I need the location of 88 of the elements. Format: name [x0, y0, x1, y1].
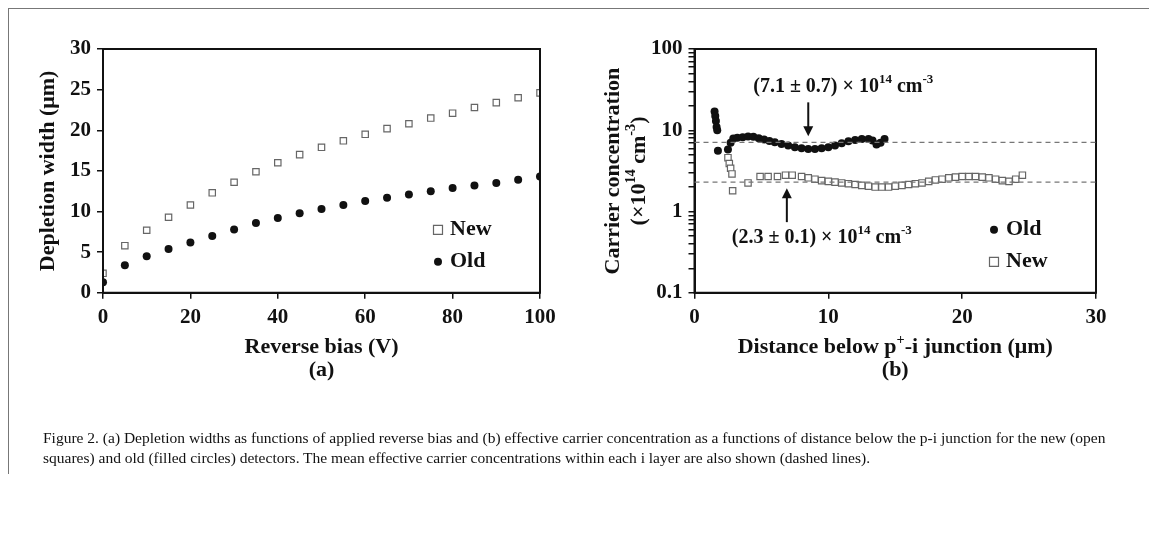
- x-tick-label: 60: [354, 303, 376, 328]
- point: [713, 146, 722, 155]
- point: [339, 201, 348, 210]
- point: [186, 238, 195, 247]
- y-tick-label: 5: [80, 238, 91, 263]
- legend-label: New: [1006, 247, 1048, 273]
- point: [121, 241, 129, 250]
- y-tick-label: 10: [70, 197, 91, 222]
- point: [120, 261, 129, 270]
- point: [1018, 171, 1027, 179]
- point: [492, 98, 501, 107]
- y-tick-label: 0.1: [656, 279, 683, 304]
- point: [426, 187, 435, 196]
- point: [383, 193, 392, 202]
- y-tick-label: 10: [661, 116, 683, 141]
- legend-label: Old: [450, 247, 486, 273]
- point: [824, 143, 833, 152]
- point: [317, 205, 326, 214]
- point: [851, 135, 860, 144]
- point: [891, 182, 900, 190]
- x-tick-label: 80: [442, 303, 464, 328]
- point: [492, 179, 501, 188]
- point: [810, 144, 819, 153]
- point: [186, 201, 195, 209]
- point: [470, 181, 479, 190]
- point: [817, 144, 826, 153]
- point: [295, 209, 304, 218]
- point: [945, 174, 953, 182]
- text: (a): [308, 356, 335, 382]
- point: [978, 173, 987, 181]
- point: [756, 172, 764, 181]
- x-tick-label: 20: [179, 303, 201, 328]
- point: [804, 144, 813, 153]
- point: [764, 172, 772, 181]
- point: [164, 213, 173, 221]
- point: [878, 183, 886, 191]
- point: [274, 158, 282, 167]
- legend-label: New: [450, 215, 492, 241]
- x-tick-label: 0: [689, 303, 700, 328]
- point: [142, 252, 151, 261]
- point: [208, 189, 217, 197]
- point: [514, 175, 523, 184]
- point: [251, 218, 260, 227]
- y-tick-label: 20: [70, 116, 91, 141]
- x-axis-title: Reverse bias (V): [244, 333, 399, 359]
- point: [804, 174, 813, 182]
- y-tick-label: 30: [70, 35, 91, 60]
- point: [871, 183, 879, 191]
- y-axis-title: Depletion width (μm): [33, 70, 59, 272]
- point: [448, 183, 457, 192]
- x-tick-label: 40: [267, 303, 289, 328]
- point: [230, 225, 239, 234]
- x-tick-label: 100: [524, 303, 556, 328]
- point: [405, 119, 413, 128]
- point: [164, 244, 173, 253]
- point: [985, 174, 993, 182]
- point: [723, 145, 732, 154]
- point: [404, 190, 413, 199]
- x-axis-title: Distance below p+-i junction (μm): [737, 330, 1053, 359]
- point: [273, 214, 282, 223]
- point: [448, 109, 457, 117]
- point: [728, 170, 736, 178]
- x-tick-label: 20: [951, 303, 973, 328]
- point: [361, 196, 370, 205]
- x-tick-label: 0: [97, 303, 109, 328]
- point: [426, 114, 435, 122]
- point: [713, 126, 722, 135]
- x-tick-label: 30: [1085, 303, 1107, 328]
- point: [208, 231, 217, 240]
- point: [857, 135, 866, 144]
- point: [252, 167, 260, 176]
- y-tick-label: 0: [80, 279, 91, 304]
- y-tick-label: 1: [672, 197, 683, 222]
- point: [361, 130, 369, 139]
- y-tick-label: 15: [70, 157, 91, 182]
- point: [230, 178, 238, 187]
- caption: Figure 2. (a) Depletion widths as functions of applied reverse bias and (b) effective carrier concentration as a functions of distance below the p-i junction for the new (open squares) and old (filled circles) detectors. The mean effective carrier concentrations within each i layer are also shown (dashed lines).: [42, 428, 1107, 468]
- legend-label: Old: [1006, 215, 1042, 241]
- y-tick-label: 25: [70, 76, 91, 101]
- point: [514, 93, 522, 102]
- point: [790, 143, 799, 152]
- x-tick-label: 10: [817, 303, 839, 328]
- y-tick-label: 100: [651, 35, 683, 60]
- point: [788, 171, 796, 179]
- point: [728, 187, 737, 195]
- point: [142, 226, 151, 235]
- point: [339, 137, 348, 145]
- point: [383, 124, 391, 133]
